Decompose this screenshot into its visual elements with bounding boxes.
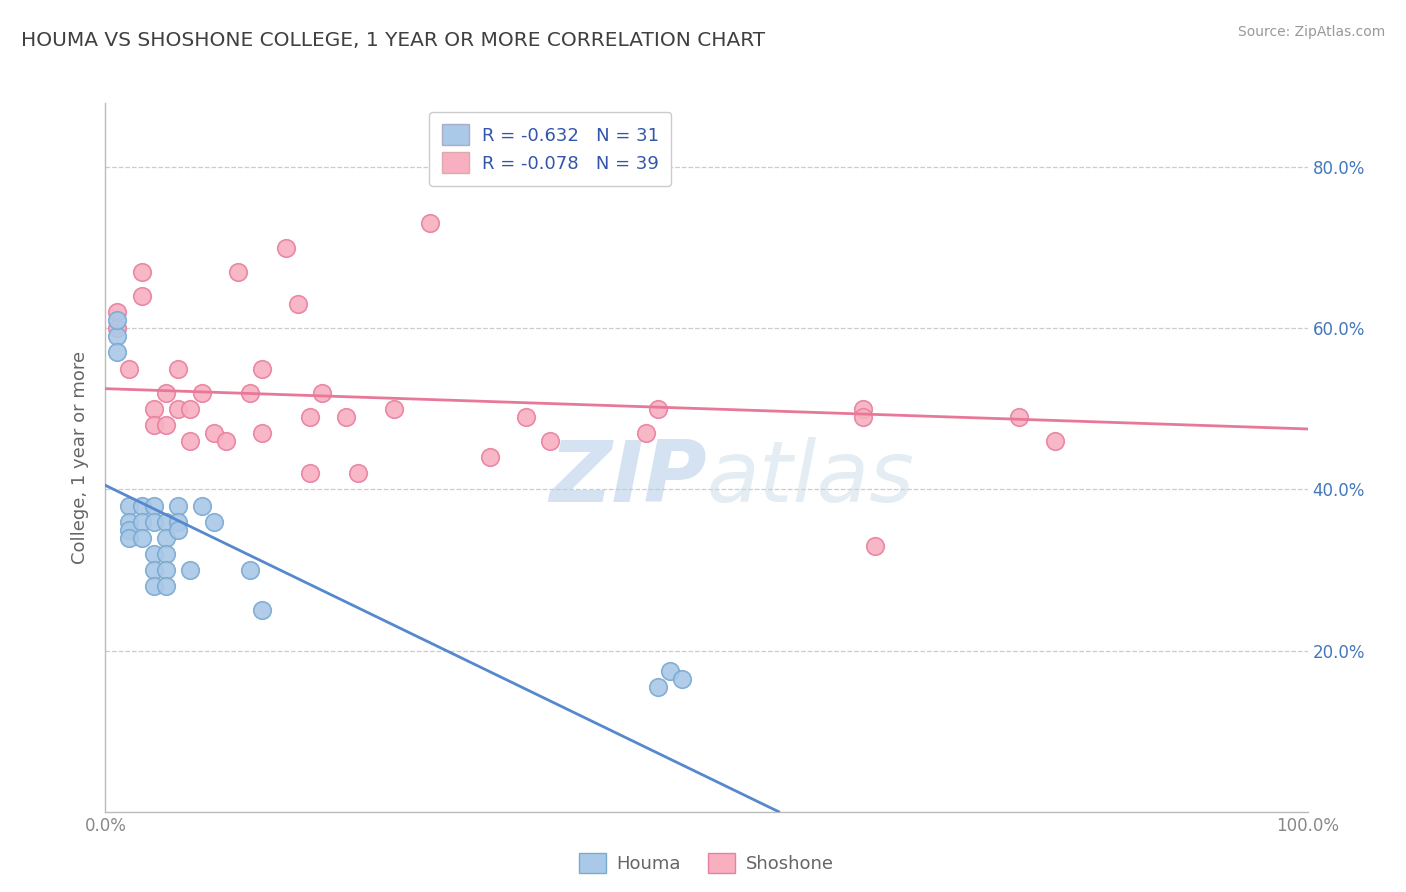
Text: atlas: atlas — [707, 437, 914, 520]
Point — [155, 515, 177, 529]
Point — [298, 467, 321, 481]
Point — [647, 401, 669, 416]
Point — [239, 385, 262, 400]
Point — [142, 579, 165, 593]
Text: HOUMA VS SHOSHONE COLLEGE, 1 YEAR OR MORE CORRELATION CHART: HOUMA VS SHOSHONE COLLEGE, 1 YEAR OR MOR… — [21, 31, 765, 50]
Point — [131, 515, 153, 529]
Legend: Houma, Shoshone: Houma, Shoshone — [572, 846, 841, 880]
Point — [142, 499, 165, 513]
Point — [142, 401, 165, 416]
Point — [190, 499, 212, 513]
Point — [142, 417, 165, 432]
Point — [118, 531, 141, 545]
Point — [179, 401, 201, 416]
Point — [538, 434, 561, 448]
Point — [382, 401, 405, 416]
Point — [479, 450, 502, 464]
Point — [179, 434, 201, 448]
Point — [131, 531, 153, 545]
Point — [190, 385, 212, 400]
Point — [118, 499, 141, 513]
Point — [335, 409, 357, 424]
Point — [852, 409, 875, 424]
Point — [155, 579, 177, 593]
Point — [419, 217, 441, 231]
Point — [155, 417, 177, 432]
Point — [311, 385, 333, 400]
Point — [1008, 409, 1031, 424]
Point — [142, 515, 165, 529]
Point — [671, 672, 693, 686]
Point — [298, 409, 321, 424]
Point — [287, 297, 309, 311]
Point — [250, 425, 273, 440]
Point — [107, 321, 129, 335]
Point — [202, 515, 225, 529]
Point — [166, 499, 188, 513]
Point — [852, 401, 875, 416]
Point — [118, 515, 141, 529]
Point — [107, 329, 129, 343]
Point — [155, 385, 177, 400]
Point — [250, 603, 273, 617]
Point — [107, 305, 129, 319]
Point — [1043, 434, 1066, 448]
Point — [131, 265, 153, 279]
Y-axis label: College, 1 year or more: College, 1 year or more — [72, 351, 90, 564]
Point — [659, 664, 682, 678]
Point — [347, 467, 370, 481]
Point — [166, 515, 188, 529]
Point — [142, 563, 165, 577]
Point — [239, 563, 262, 577]
Point — [142, 547, 165, 561]
Point — [863, 539, 886, 553]
Point — [166, 523, 188, 537]
Point — [155, 547, 177, 561]
Point — [166, 361, 188, 376]
Point — [166, 401, 188, 416]
Point — [131, 499, 153, 513]
Point — [118, 523, 141, 537]
Point — [155, 531, 177, 545]
Point — [515, 409, 537, 424]
Point — [250, 361, 273, 376]
Text: ZIP: ZIP — [548, 437, 707, 520]
Point — [274, 241, 297, 255]
Point — [131, 289, 153, 303]
Point — [155, 563, 177, 577]
Point — [226, 265, 249, 279]
Point — [118, 361, 141, 376]
Point — [179, 563, 201, 577]
Point — [647, 680, 669, 694]
Point — [107, 313, 129, 327]
Point — [202, 425, 225, 440]
Point — [107, 345, 129, 359]
Point — [636, 425, 658, 440]
Point — [214, 434, 236, 448]
Text: Source: ZipAtlas.com: Source: ZipAtlas.com — [1237, 25, 1385, 39]
